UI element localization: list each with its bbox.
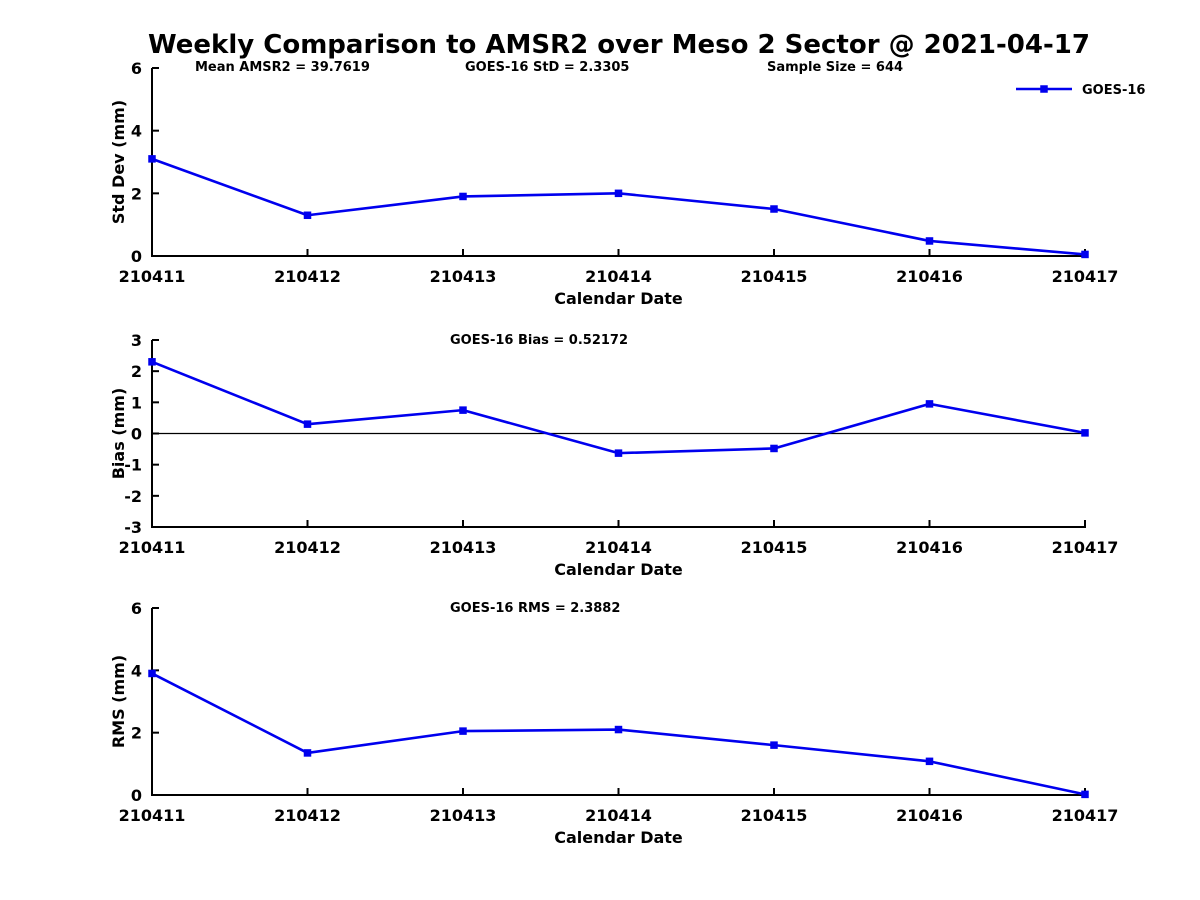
stat-annotation: GOES-16 StD = 2.3305 <box>465 60 629 75</box>
x-tick-label: 210415 <box>741 538 808 557</box>
series-marker <box>925 237 934 245</box>
series-marker <box>459 727 467 735</box>
x-tick-label: 210413 <box>430 538 497 557</box>
series-marker <box>770 444 778 453</box>
series-marker <box>303 211 312 220</box>
series-marker <box>148 669 156 678</box>
stat-annotation: GOES-16 RMS = 2.3882 <box>450 601 620 616</box>
x-tick-label: 210414 <box>585 806 652 825</box>
y-tick-label: 6 <box>131 59 142 78</box>
y-tick-label: 2 <box>131 362 142 381</box>
x-tick-label: 210416 <box>896 267 963 286</box>
subplot-stddev: 0 2 4 6 210411 210412 210413 210414 210415 210416… <box>109 59 1118 308</box>
series-marker <box>1081 790 1089 799</box>
x-tick-label: 210412 <box>274 806 341 825</box>
y-tick-label: 0 <box>131 786 142 805</box>
charts-group: 0 2 4 6 210411 210412 210413 210414 210415 210416… <box>109 59 1118 847</box>
series-marker <box>614 725 623 734</box>
x-axis-title: Calendar Date <box>554 828 683 847</box>
x-tick-label: 210412 <box>274 538 341 557</box>
x-tick-label: 210411 <box>119 267 186 286</box>
series-marker <box>614 189 623 198</box>
x-tick-label: 210417 <box>1052 267 1119 286</box>
series-marker <box>1081 429 1089 437</box>
series-marker <box>459 192 467 201</box>
x-tick-label: 210414 <box>585 267 652 286</box>
stat-annotation: GOES-16 Bias = 0.52172 <box>450 333 628 348</box>
legend-label: GOES-16 <box>1082 83 1145 98</box>
stat-annotation: Sample Size = 644 <box>767 60 903 75</box>
series-marker <box>148 358 156 366</box>
x-tick-label: 210414 <box>585 538 652 557</box>
y-tick-label: -1 <box>124 456 142 475</box>
x-tick-label: 210411 <box>119 538 186 557</box>
y-tick-label: 0 <box>131 247 142 266</box>
x-tick-label: 210415 <box>741 267 808 286</box>
series-marker <box>925 757 934 766</box>
series-marker <box>459 406 467 414</box>
figure-title: Weekly Comparison to AMSR2 over Meso 2 S… <box>148 30 1090 60</box>
y-tick-label: 1 <box>131 393 142 412</box>
series-marker <box>770 741 778 749</box>
stat-annotation: Mean AMSR2 = 39.7619 <box>195 60 370 75</box>
series-marker <box>148 155 156 163</box>
y-tick-label: 4 <box>131 122 142 141</box>
series-marker <box>770 205 778 213</box>
y-tick-label: 2 <box>131 184 142 203</box>
y-tick-label: -2 <box>124 487 142 506</box>
series-line-goes-16 <box>151 672 1086 796</box>
y-tick-label: 0 <box>131 425 142 444</box>
series-marker <box>1081 250 1089 259</box>
series-marker <box>614 449 623 457</box>
series-marker <box>303 749 312 757</box>
subplot-rms: 0 2 4 6 210411 210412 210413 210414 210415 210416… <box>109 599 1118 847</box>
y-tick-label: 6 <box>131 599 142 618</box>
x-tick-label: 210413 <box>430 806 497 825</box>
subplot-bias: -3 -2 -1 0 1 2 3 210411 210412 210413 210414 210415… <box>109 331 1118 579</box>
y-axis-title: Bias (mm) <box>109 388 128 480</box>
y-axis-title: Std Dev (mm) <box>109 100 128 224</box>
y-tick-label: 4 <box>131 661 142 680</box>
x-axis-title: Calendar Date <box>554 289 683 308</box>
y-axis-title: RMS (mm) <box>109 655 128 748</box>
series-line-goes-16 <box>151 360 1086 455</box>
x-tick-label: 210417 <box>1052 806 1119 825</box>
series-line-goes-16 <box>151 157 1086 256</box>
y-tick-label: 3 <box>131 331 142 350</box>
x-axis-title: Calendar Date <box>554 560 683 579</box>
legend: GOES-16 <box>1016 83 1145 98</box>
legend-marker-icon <box>1040 85 1048 93</box>
x-tick-label: 210415 <box>741 806 808 825</box>
x-tick-label: 210413 <box>430 267 497 286</box>
y-tick-label: -3 <box>124 518 142 537</box>
x-tick-label: 210417 <box>1052 538 1119 557</box>
x-tick-label: 210416 <box>896 806 963 825</box>
series-marker <box>925 400 934 408</box>
x-tick-label: 210411 <box>119 806 186 825</box>
series-marker <box>303 420 312 428</box>
x-tick-label: 210412 <box>274 267 341 286</box>
y-tick-label: 2 <box>131 724 142 743</box>
x-tick-label: 210416 <box>896 538 963 557</box>
